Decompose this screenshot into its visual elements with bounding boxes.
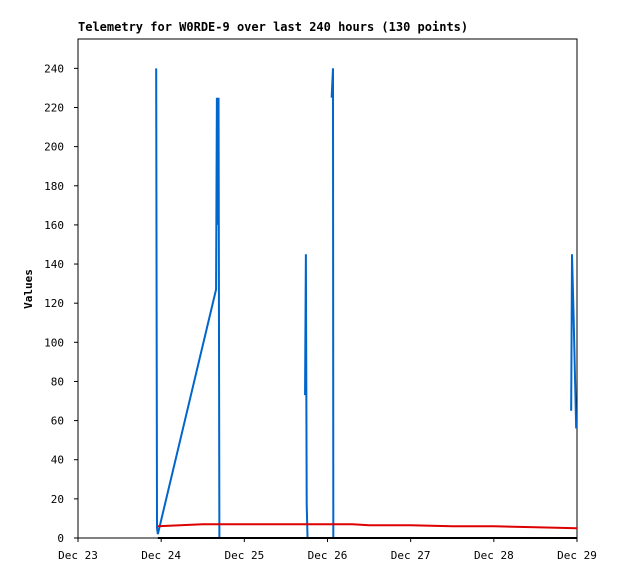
- chart-title: Telemetry for W0RDE-9 over last 240 hour…: [78, 20, 468, 34]
- y-tick-label: 60: [51, 415, 64, 428]
- x-tick-label: Dec 29: [557, 549, 597, 562]
- y-tick-label: 120: [44, 297, 64, 310]
- y-tick-label: 80: [51, 375, 64, 388]
- x-tick-label: Dec 25: [224, 549, 264, 562]
- y-tick-label: 200: [44, 141, 64, 154]
- y-tick-label: 0: [57, 532, 64, 545]
- y-tick-label: 100: [44, 336, 64, 349]
- series-line: [157, 523, 578, 530]
- y-tick-label: 240: [44, 62, 64, 75]
- x-tick-label: Dec 26: [308, 549, 348, 562]
- y-tick-label: 40: [51, 454, 64, 467]
- y-tick-label: 140: [44, 258, 64, 271]
- y-tick-label: 20: [51, 493, 64, 506]
- x-tick-label: Dec 24: [141, 549, 181, 562]
- x-tick-label: Dec 23: [58, 549, 98, 562]
- series-line: [155, 68, 578, 539]
- y-tick-label: 220: [44, 101, 64, 114]
- y-tick-label: 160: [44, 219, 64, 232]
- x-tick-label: Dec 27: [391, 549, 431, 562]
- x-tick-label: Dec 28: [474, 549, 514, 562]
- y-tick-label: 180: [44, 180, 64, 193]
- y-axis-label: Values: [22, 269, 35, 309]
